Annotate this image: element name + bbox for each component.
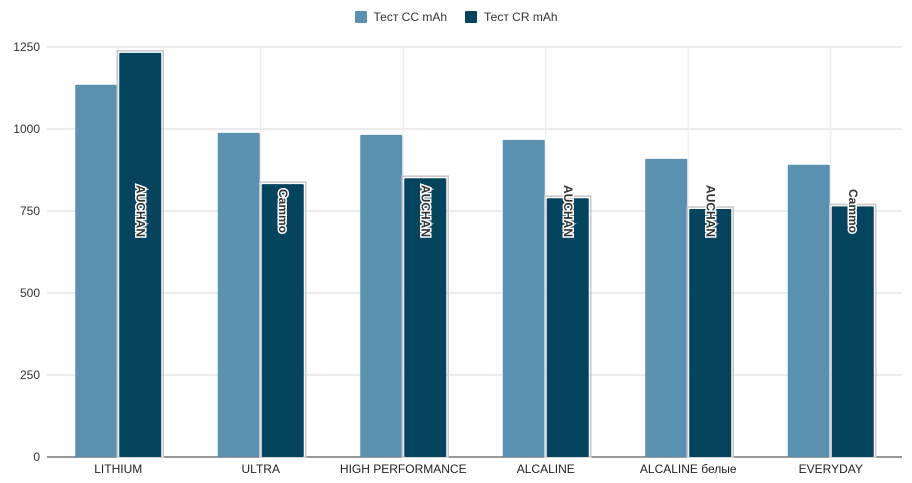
bar-test-cr	[119, 52, 162, 458]
bar-test-cr	[831, 206, 874, 457]
legend-label-cc: Тест CC mAh	[373, 10, 448, 24]
bar-data-label: AUCHAN	[133, 185, 147, 237]
x-tick-label: ULTRA	[242, 462, 280, 476]
legend-item-cr: Тест CR mAh	[465, 10, 558, 24]
bar-test-cr	[689, 209, 732, 457]
legend-label-cr: Тест CR mAh	[484, 10, 558, 24]
bar-test-cr	[546, 198, 589, 457]
bar-test-cc	[645, 158, 688, 457]
y-tick-label: 250	[20, 368, 40, 382]
bar-data-label: Cammo	[276, 189, 290, 233]
bar-test-cc	[360, 134, 403, 458]
y-tick-label: 750	[20, 204, 40, 218]
bar-test-cc	[787, 164, 830, 457]
x-tick-label: EVERYDAY	[799, 462, 863, 476]
bar-data-label: Cammo	[846, 189, 860, 233]
legend-item-cc: Тест CC mAh	[354, 10, 448, 24]
x-tick-label: HIGH PERFORMANCE	[340, 462, 467, 476]
bar-test-cc	[75, 84, 118, 457]
bar-test-cc	[502, 139, 545, 457]
y-tick-label: 1000	[13, 122, 40, 136]
x-tick-label: ALCALINE	[517, 462, 575, 476]
bar-data-label: AUCHAN	[703, 185, 717, 237]
bar-data-label: AUCHAN	[418, 185, 432, 237]
x-tick-label: ALCALINE белые	[640, 462, 737, 476]
bar-test-cr	[404, 178, 447, 457]
legend-swatch-cr	[465, 11, 477, 23]
y-tick-label: 0	[33, 450, 40, 464]
chart-legend: Тест CC mAh Тест CR mAh	[0, 10, 912, 24]
x-tick-label: LITHIUM	[94, 462, 142, 476]
bar-data-label: AUCHAN	[561, 185, 575, 237]
y-tick-label: 500	[20, 286, 40, 300]
bar-test-cr	[261, 184, 304, 457]
legend-swatch-cc	[354, 11, 367, 23]
y-tick-label: 1250	[13, 40, 40, 54]
bar-test-cc	[217, 132, 260, 457]
